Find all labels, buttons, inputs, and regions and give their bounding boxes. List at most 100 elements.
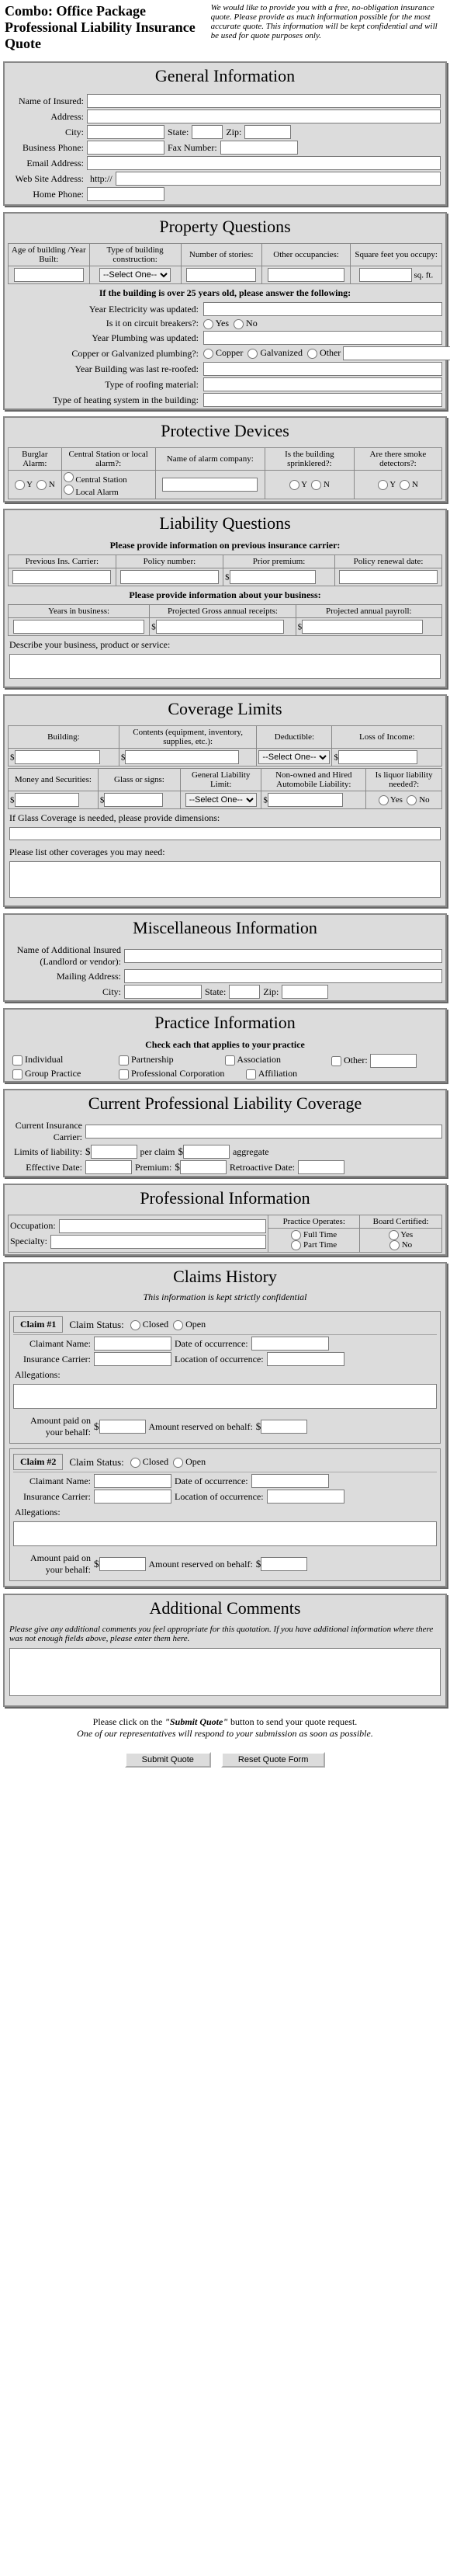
payroll-input[interactable] — [302, 620, 423, 634]
address-input[interactable] — [87, 110, 441, 123]
other-cov-textarea[interactable] — [9, 861, 441, 898]
occupation-input[interactable] — [59, 1219, 267, 1233]
liquor-no-radio[interactable] — [407, 795, 417, 805]
cur-carrier-input[interactable] — [85, 1125, 442, 1139]
submit-button[interactable]: Submit Quote — [125, 1752, 211, 1768]
prac-affiliation-check[interactable] — [246, 1069, 256, 1079]
glass-dim-textarea[interactable] — [9, 827, 441, 840]
ins-carrier-input2[interactable] — [94, 1490, 171, 1504]
sprinkler-y-radio[interactable] — [289, 480, 299, 490]
renewal-date-input[interactable] — [339, 570, 437, 584]
liquor-yes-radio[interactable] — [379, 795, 389, 805]
occ-date-input2[interactable] — [251, 1474, 329, 1488]
prop-sqft-input[interactable] — [359, 268, 412, 282]
elec-updated-input[interactable] — [203, 302, 442, 316]
prop-occupancies-input[interactable] — [268, 268, 344, 282]
plumb-other-radio[interactable] — [307, 349, 317, 359]
auto-input[interactable] — [268, 793, 343, 807]
paid-input[interactable] — [99, 1420, 146, 1434]
glass-input[interactable] — [104, 793, 163, 807]
alarm-company-input[interactable] — [162, 478, 258, 492]
prior-premium-input[interactable] — [230, 570, 316, 584]
city-input[interactable] — [87, 125, 164, 139]
misc-zip-input[interactable] — [282, 985, 328, 999]
reserved-input[interactable] — [261, 1420, 307, 1434]
plumb-copper-radio[interactable] — [203, 349, 213, 359]
circuit-no-radio[interactable] — [234, 319, 244, 329]
deductible-select[interactable]: --Select One-- — [258, 750, 330, 764]
prop-construction-select[interactable]: --Select One-- — [99, 268, 171, 282]
claim1-open-radio[interactable] — [173, 1320, 183, 1330]
describe-textarea[interactable] — [9, 654, 441, 679]
money-input[interactable] — [15, 793, 79, 807]
misc-state-input[interactable] — [229, 985, 260, 999]
burglar-n-radio[interactable] — [36, 480, 47, 490]
prac-group-check[interactable] — [12, 1069, 22, 1079]
email-input[interactable] — [87, 156, 441, 170]
prev-carrier-input[interactable] — [12, 570, 111, 584]
specialty-input[interactable] — [50, 1235, 266, 1249]
alleg-textarea[interactable] — [13, 1384, 437, 1409]
board-yes-radio[interactable] — [389, 1230, 399, 1240]
zip-input[interactable] — [244, 125, 291, 139]
fulltime-radio[interactable] — [291, 1230, 301, 1240]
central-radio[interactable] — [64, 472, 74, 482]
claim2-open-radio[interactable] — [173, 1458, 183, 1468]
claimant-name-input2[interactable] — [94, 1474, 171, 1488]
prac-other-input[interactable] — [370, 1054, 417, 1068]
prop-age-input[interactable] — [14, 268, 84, 282]
bphone-input[interactable] — [87, 141, 164, 155]
plumb-galv-radio[interactable] — [248, 349, 258, 359]
roof-mat-input[interactable] — [203, 377, 442, 391]
addl-insured-input[interactable] — [124, 949, 442, 963]
alleg-textarea2[interactable] — [13, 1521, 437, 1546]
heating-input[interactable] — [203, 393, 442, 407]
fax-input[interactable] — [220, 141, 298, 155]
occ-date-input[interactable] — [251, 1337, 329, 1351]
reset-button[interactable]: Reset Quote Form — [221, 1752, 325, 1768]
retro-input[interactable] — [298, 1160, 344, 1174]
misc-city-input[interactable] — [124, 985, 202, 999]
years-business-input[interactable] — [13, 620, 144, 634]
mail-addr-input[interactable] — [124, 969, 442, 983]
hphone-input[interactable] — [87, 187, 164, 201]
prac-individual-check[interactable] — [12, 1055, 22, 1066]
prac-association-check[interactable] — [225, 1055, 235, 1066]
premium-input[interactable] — [180, 1160, 227, 1174]
occ-loc-input2[interactable] — [267, 1490, 344, 1504]
gl-select[interactable]: --Select One-- — [185, 793, 257, 807]
claim1-closed-radio[interactable] — [130, 1320, 140, 1330]
perclaim-input[interactable] — [91, 1145, 137, 1159]
additional-textarea[interactable] — [9, 1648, 441, 1696]
burglar-y-radio[interactable] — [15, 480, 25, 490]
ins-carrier-input[interactable] — [94, 1352, 171, 1366]
prac-profcorp-check[interactable] — [119, 1069, 129, 1079]
claim2-closed-radio[interactable] — [130, 1458, 140, 1468]
reserved-input2[interactable] — [261, 1557, 307, 1571]
paid-input2[interactable] — [99, 1557, 146, 1571]
prop-stories-input[interactable] — [186, 268, 255, 282]
plumb-updated-input[interactable] — [203, 331, 442, 345]
eff-date-input[interactable] — [85, 1160, 132, 1174]
parttime-radio[interactable] — [291, 1240, 301, 1250]
reroofed-input[interactable] — [203, 362, 442, 376]
plumb-other-input[interactable] — [343, 346, 450, 360]
receipts-input[interactable] — [156, 620, 284, 634]
aggregate-input[interactable] — [183, 1145, 230, 1159]
state-input[interactable] — [192, 125, 223, 139]
smoke-y-radio[interactable] — [378, 480, 388, 490]
name-input[interactable] — [87, 94, 441, 108]
prac-partnership-check[interactable] — [119, 1055, 129, 1066]
board-no-radio[interactable] — [389, 1240, 400, 1250]
prac-other-check[interactable] — [331, 1056, 341, 1066]
occ-loc-input[interactable] — [267, 1352, 344, 1366]
sprinkler-n-radio[interactable] — [311, 480, 321, 490]
local-radio[interactable] — [64, 485, 74, 495]
smoke-n-radio[interactable] — [400, 480, 410, 490]
web-input[interactable] — [116, 172, 441, 186]
lossincome-input[interactable] — [338, 750, 417, 764]
claimant-name-input[interactable] — [94, 1337, 171, 1351]
contents-input[interactable] — [125, 750, 239, 764]
policy-num-input[interactable] — [120, 570, 219, 584]
circuit-yes-radio[interactable] — [203, 319, 213, 329]
